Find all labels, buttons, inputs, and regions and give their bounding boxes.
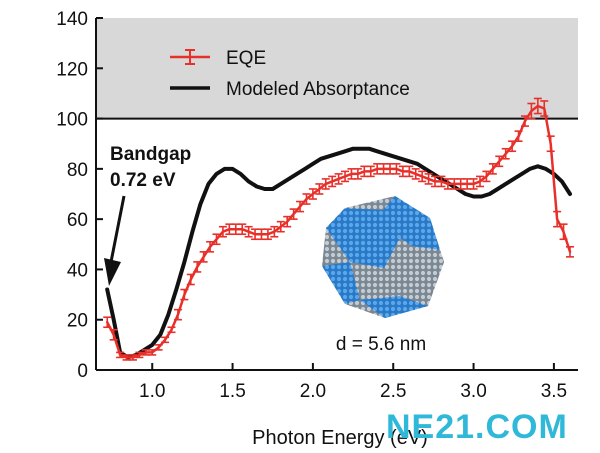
error-bar xyxy=(469,178,478,190)
y-tick-label: 80 xyxy=(67,160,88,181)
error-bar xyxy=(527,102,536,120)
error-bar xyxy=(546,135,555,153)
error-bar xyxy=(238,223,247,236)
error-bar xyxy=(276,220,285,233)
legend-entry-modeled-absorptance: Modeled Absorptance xyxy=(170,79,410,100)
error-bar xyxy=(392,163,401,175)
x-axis-title: Photon Energy (eV) xyxy=(252,427,428,449)
bandgap-arrow-shaft xyxy=(109,195,126,263)
error-bar xyxy=(206,240,215,253)
x-tick-label: 3.0 xyxy=(460,381,486,402)
x-tick-label: 2.5 xyxy=(380,381,406,402)
error-bar xyxy=(161,336,170,344)
series-line xyxy=(105,146,572,360)
y-tick-label: 120 xyxy=(56,59,88,80)
error-bar xyxy=(186,273,195,286)
error-bar xyxy=(341,170,350,183)
error-bar xyxy=(244,225,253,238)
error-bar xyxy=(328,175,337,188)
error-bar xyxy=(283,215,292,228)
diameter-label: d = 5.6 nm xyxy=(336,334,426,355)
error-bar xyxy=(334,173,343,185)
bandgap-value: 0.72 eV xyxy=(110,170,176,191)
shaded-region xyxy=(96,18,578,119)
legend: EQE Modeled Absorptance xyxy=(170,48,410,100)
error-bar xyxy=(103,316,112,329)
error-bar xyxy=(263,228,272,241)
series-modeled-absorptance xyxy=(105,146,572,360)
error-bar xyxy=(154,344,163,351)
error-bar xyxy=(405,165,414,178)
bandgap-annotation: Bandgap 0.72 eV xyxy=(104,144,191,286)
x-tick-label: 3.5 xyxy=(541,381,567,402)
error-bar xyxy=(315,183,324,195)
error-bar xyxy=(302,193,311,205)
error-bar xyxy=(173,308,182,321)
error-bar xyxy=(488,163,497,175)
error-bar xyxy=(116,351,125,359)
error-bar xyxy=(167,326,176,334)
y-tick-label: 140 xyxy=(56,9,88,30)
error-bar xyxy=(553,210,562,228)
error-bar xyxy=(418,170,427,183)
error-bar xyxy=(437,175,446,188)
nanocrystal-inset xyxy=(322,196,444,318)
bandgap-arrow-head xyxy=(104,258,121,286)
error-bar xyxy=(308,188,317,200)
error-bar xyxy=(495,155,504,168)
error-bar xyxy=(540,100,549,117)
x-tick-label: 2.0 xyxy=(300,381,326,402)
error-bar xyxy=(565,246,574,258)
error-bar xyxy=(135,351,144,359)
error-bar xyxy=(321,178,330,190)
y-tick-label: 100 xyxy=(56,110,88,131)
error-bar xyxy=(559,223,568,241)
error-bar xyxy=(128,354,137,361)
error-bar xyxy=(533,97,542,115)
y-tick-label: 60 xyxy=(67,210,88,231)
legend-label-eqe: EQE xyxy=(226,48,266,69)
series-eqe xyxy=(103,97,574,361)
y-tick-label: 40 xyxy=(67,260,88,281)
error-bar xyxy=(212,233,221,246)
error-bar xyxy=(520,115,529,127)
error-bar xyxy=(514,130,523,142)
error-bar xyxy=(289,208,298,220)
legend-label-modeled-absorptance: Modeled Absorptance xyxy=(226,79,410,100)
error-bar xyxy=(109,328,118,341)
error-bar xyxy=(411,168,420,180)
x-tick-label: 1.5 xyxy=(219,381,245,402)
legend-entry-eqe: EQE xyxy=(170,48,266,69)
x-tick-label: 1.0 xyxy=(139,381,165,402)
error-bar xyxy=(475,175,484,188)
error-bar xyxy=(270,225,279,238)
error-bar xyxy=(218,225,227,238)
y-tick-label: 20 xyxy=(67,311,88,332)
error-bar xyxy=(296,200,305,213)
error-bar xyxy=(366,165,375,178)
y-tick-label: 0 xyxy=(77,361,88,382)
watermark: NE21.COM xyxy=(386,408,568,446)
error-bar xyxy=(501,147,510,160)
bandgap-label: Bandgap xyxy=(110,144,191,165)
error-bar xyxy=(180,288,189,301)
error-bar xyxy=(353,168,362,180)
error-bar xyxy=(424,173,433,185)
error-bar xyxy=(482,170,491,183)
